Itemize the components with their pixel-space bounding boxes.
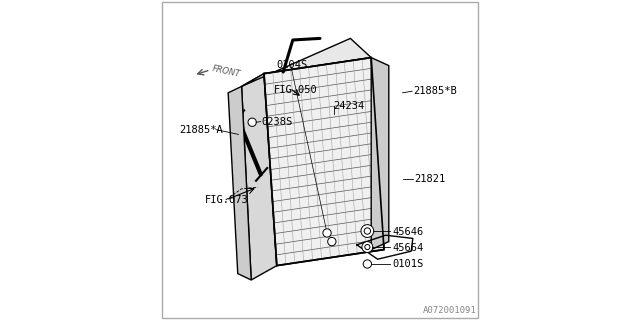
Text: 21821: 21821 bbox=[415, 174, 445, 184]
Text: 21885*A: 21885*A bbox=[179, 124, 223, 135]
Polygon shape bbox=[228, 86, 251, 280]
Text: A072001091: A072001091 bbox=[423, 306, 477, 315]
Circle shape bbox=[364, 228, 371, 234]
Circle shape bbox=[362, 242, 372, 252]
Circle shape bbox=[248, 118, 256, 126]
Text: 0101S: 0101S bbox=[392, 259, 423, 269]
Circle shape bbox=[364, 260, 372, 268]
Text: 24234: 24234 bbox=[333, 100, 364, 111]
Text: 0238S: 0238S bbox=[262, 116, 293, 127]
Text: 45646: 45646 bbox=[392, 227, 423, 237]
Text: FIG.073: FIG.073 bbox=[205, 195, 248, 205]
Text: FRONT: FRONT bbox=[212, 65, 242, 79]
Text: FIG.050: FIG.050 bbox=[274, 84, 317, 95]
Polygon shape bbox=[264, 58, 384, 266]
Circle shape bbox=[328, 237, 336, 246]
Polygon shape bbox=[371, 58, 389, 250]
Text: 0104S: 0104S bbox=[277, 60, 308, 70]
Polygon shape bbox=[242, 38, 371, 86]
Polygon shape bbox=[242, 74, 277, 280]
Text: 21885*B: 21885*B bbox=[413, 86, 456, 96]
Circle shape bbox=[323, 229, 332, 237]
Circle shape bbox=[365, 244, 370, 250]
Text: 45664: 45664 bbox=[392, 243, 423, 253]
Circle shape bbox=[361, 225, 374, 237]
